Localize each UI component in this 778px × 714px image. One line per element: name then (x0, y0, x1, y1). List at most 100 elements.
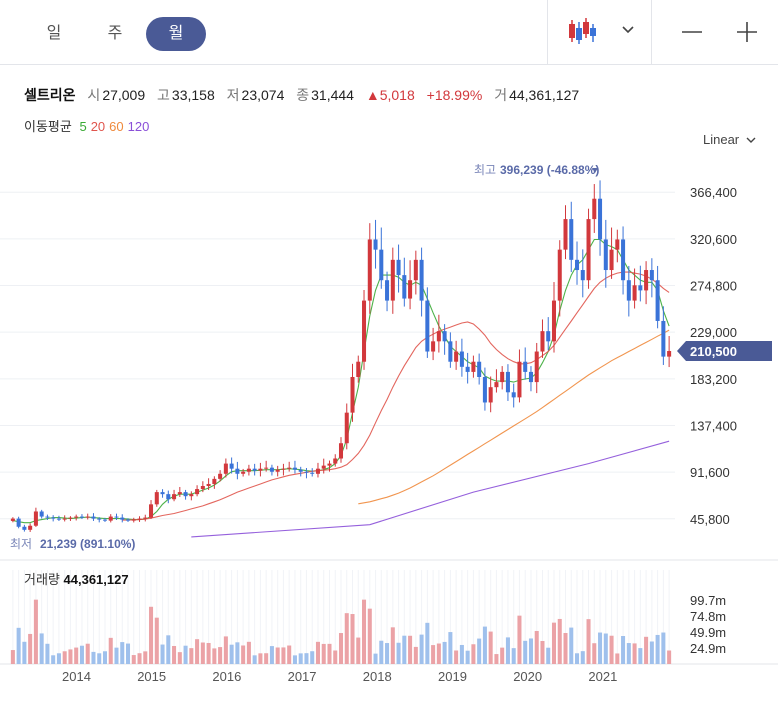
candle-body (500, 371, 505, 383)
minus-icon[interactable] (678, 14, 706, 50)
volume-bar (362, 599, 367, 664)
candle-body (465, 366, 470, 372)
candle-body (137, 518, 142, 520)
volume-bar (56, 653, 61, 664)
volume-bar (511, 648, 516, 664)
candle-body (172, 494, 177, 500)
volume-bar (661, 632, 666, 664)
candle-body (189, 494, 194, 497)
tab-period-1[interactable]: 일 (46, 25, 62, 42)
candle-body (206, 483, 211, 487)
volume-bar (373, 653, 378, 664)
ma-line-5 (12, 238, 670, 524)
volume-bar (160, 644, 165, 664)
volume-bar (442, 641, 447, 664)
candle-body (68, 517, 73, 519)
volume-bar (396, 642, 401, 664)
volume-bar (477, 638, 482, 664)
volume-bar (68, 649, 73, 664)
volume-bar (229, 644, 234, 664)
moving-average-label: 이동평균 (24, 119, 72, 134)
volume-bar (16, 627, 21, 664)
candle-body (546, 331, 551, 342)
close-label: 종 (296, 87, 310, 103)
chevron-down-icon[interactable] (618, 14, 638, 50)
volume-bar (10, 650, 15, 664)
scale-label: Linear (703, 132, 740, 147)
volume-bar (137, 653, 142, 664)
ma-period-20[interactable]: 20 (90, 119, 106, 134)
volume-bar (200, 642, 205, 664)
candle-body (200, 486, 205, 490)
volume-bar (212, 648, 217, 664)
stock-summary: 셀트리온 시 27,009 고 33,158 저 23,074 종 31,444 ▲5,… (24, 85, 587, 105)
candle-body (350, 376, 355, 413)
candle-body (413, 259, 418, 281)
volume-bar (51, 655, 56, 664)
volume-bar (39, 633, 44, 664)
volume-tick-label: 74.8m (690, 609, 726, 624)
candle-body (419, 259, 424, 301)
volume-bar (523, 640, 528, 664)
ma-line-20 (122, 271, 670, 521)
candle-body (517, 361, 522, 398)
candle-body (523, 361, 528, 372)
volume-bar (644, 636, 649, 664)
candle-body (442, 331, 447, 342)
candle-body (385, 280, 390, 301)
candle-body (333, 458, 338, 464)
candle-body (626, 280, 631, 301)
volume-bar (333, 650, 338, 664)
volume-bar (465, 650, 470, 664)
volume-bar (402, 635, 407, 664)
volume-tick-label: 24.9m (690, 641, 726, 656)
tab-period-3[interactable]: 월 (146, 17, 206, 51)
x-tick-label: 2015 (137, 669, 166, 684)
ma-period-60[interactable]: 60 (109, 119, 124, 134)
candle-body (454, 351, 459, 362)
candle-body (97, 518, 102, 520)
ma-period-5[interactable]: 5 (79, 119, 87, 134)
candlestick-chart[interactable]: 366,400 320,600 274,800 229,000 183,200 137,4… (0, 150, 778, 714)
volume-bar (667, 650, 672, 664)
volume-bar (22, 641, 27, 664)
candle-body (661, 320, 666, 357)
volume-bar (603, 633, 608, 664)
plus-icon[interactable] (733, 14, 761, 50)
candle-body (264, 467, 269, 469)
current-price-label: 210,500 (690, 344, 737, 359)
volume-bar (563, 633, 568, 664)
ma-period-120[interactable]: 120 (127, 119, 150, 134)
candle-body (120, 517, 125, 520)
candle-body (609, 249, 614, 271)
volume-bar (655, 634, 660, 664)
volume-bar (350, 614, 355, 664)
volume-bar (494, 654, 499, 664)
candlestick-icon[interactable] (566, 14, 600, 50)
x-tick-label: 2018 (363, 669, 392, 684)
x-tick-label: 2020 (513, 669, 542, 684)
volume-bar (413, 646, 418, 664)
candle-body (592, 198, 597, 220)
candle-body (292, 467, 297, 470)
candle-body (160, 492, 165, 495)
candle-body (177, 492, 182, 495)
tab-period-2[interactable]: 주 (107, 25, 123, 42)
volume-bar (551, 622, 557, 664)
candle-body (621, 239, 626, 281)
candle-body (649, 270, 654, 281)
volume-bar (154, 617, 159, 664)
ma-line-120 (191, 440, 670, 538)
high-annotation-value: 396,239 (-46.88%) (500, 163, 599, 177)
candle-body (51, 517, 56, 519)
candle-body (356, 361, 361, 377)
scale-select[interactable]: Linear (703, 132, 759, 147)
price-tick-label: 366,400 (690, 185, 737, 200)
volume-bar (28, 633, 33, 664)
high-marker-icon (592, 168, 598, 173)
candle-body (310, 472, 315, 474)
volume-bar (638, 648, 643, 664)
candle-body (477, 361, 482, 377)
candle-body (125, 519, 131, 521)
price-tick-label: 183,200 (690, 372, 737, 387)
